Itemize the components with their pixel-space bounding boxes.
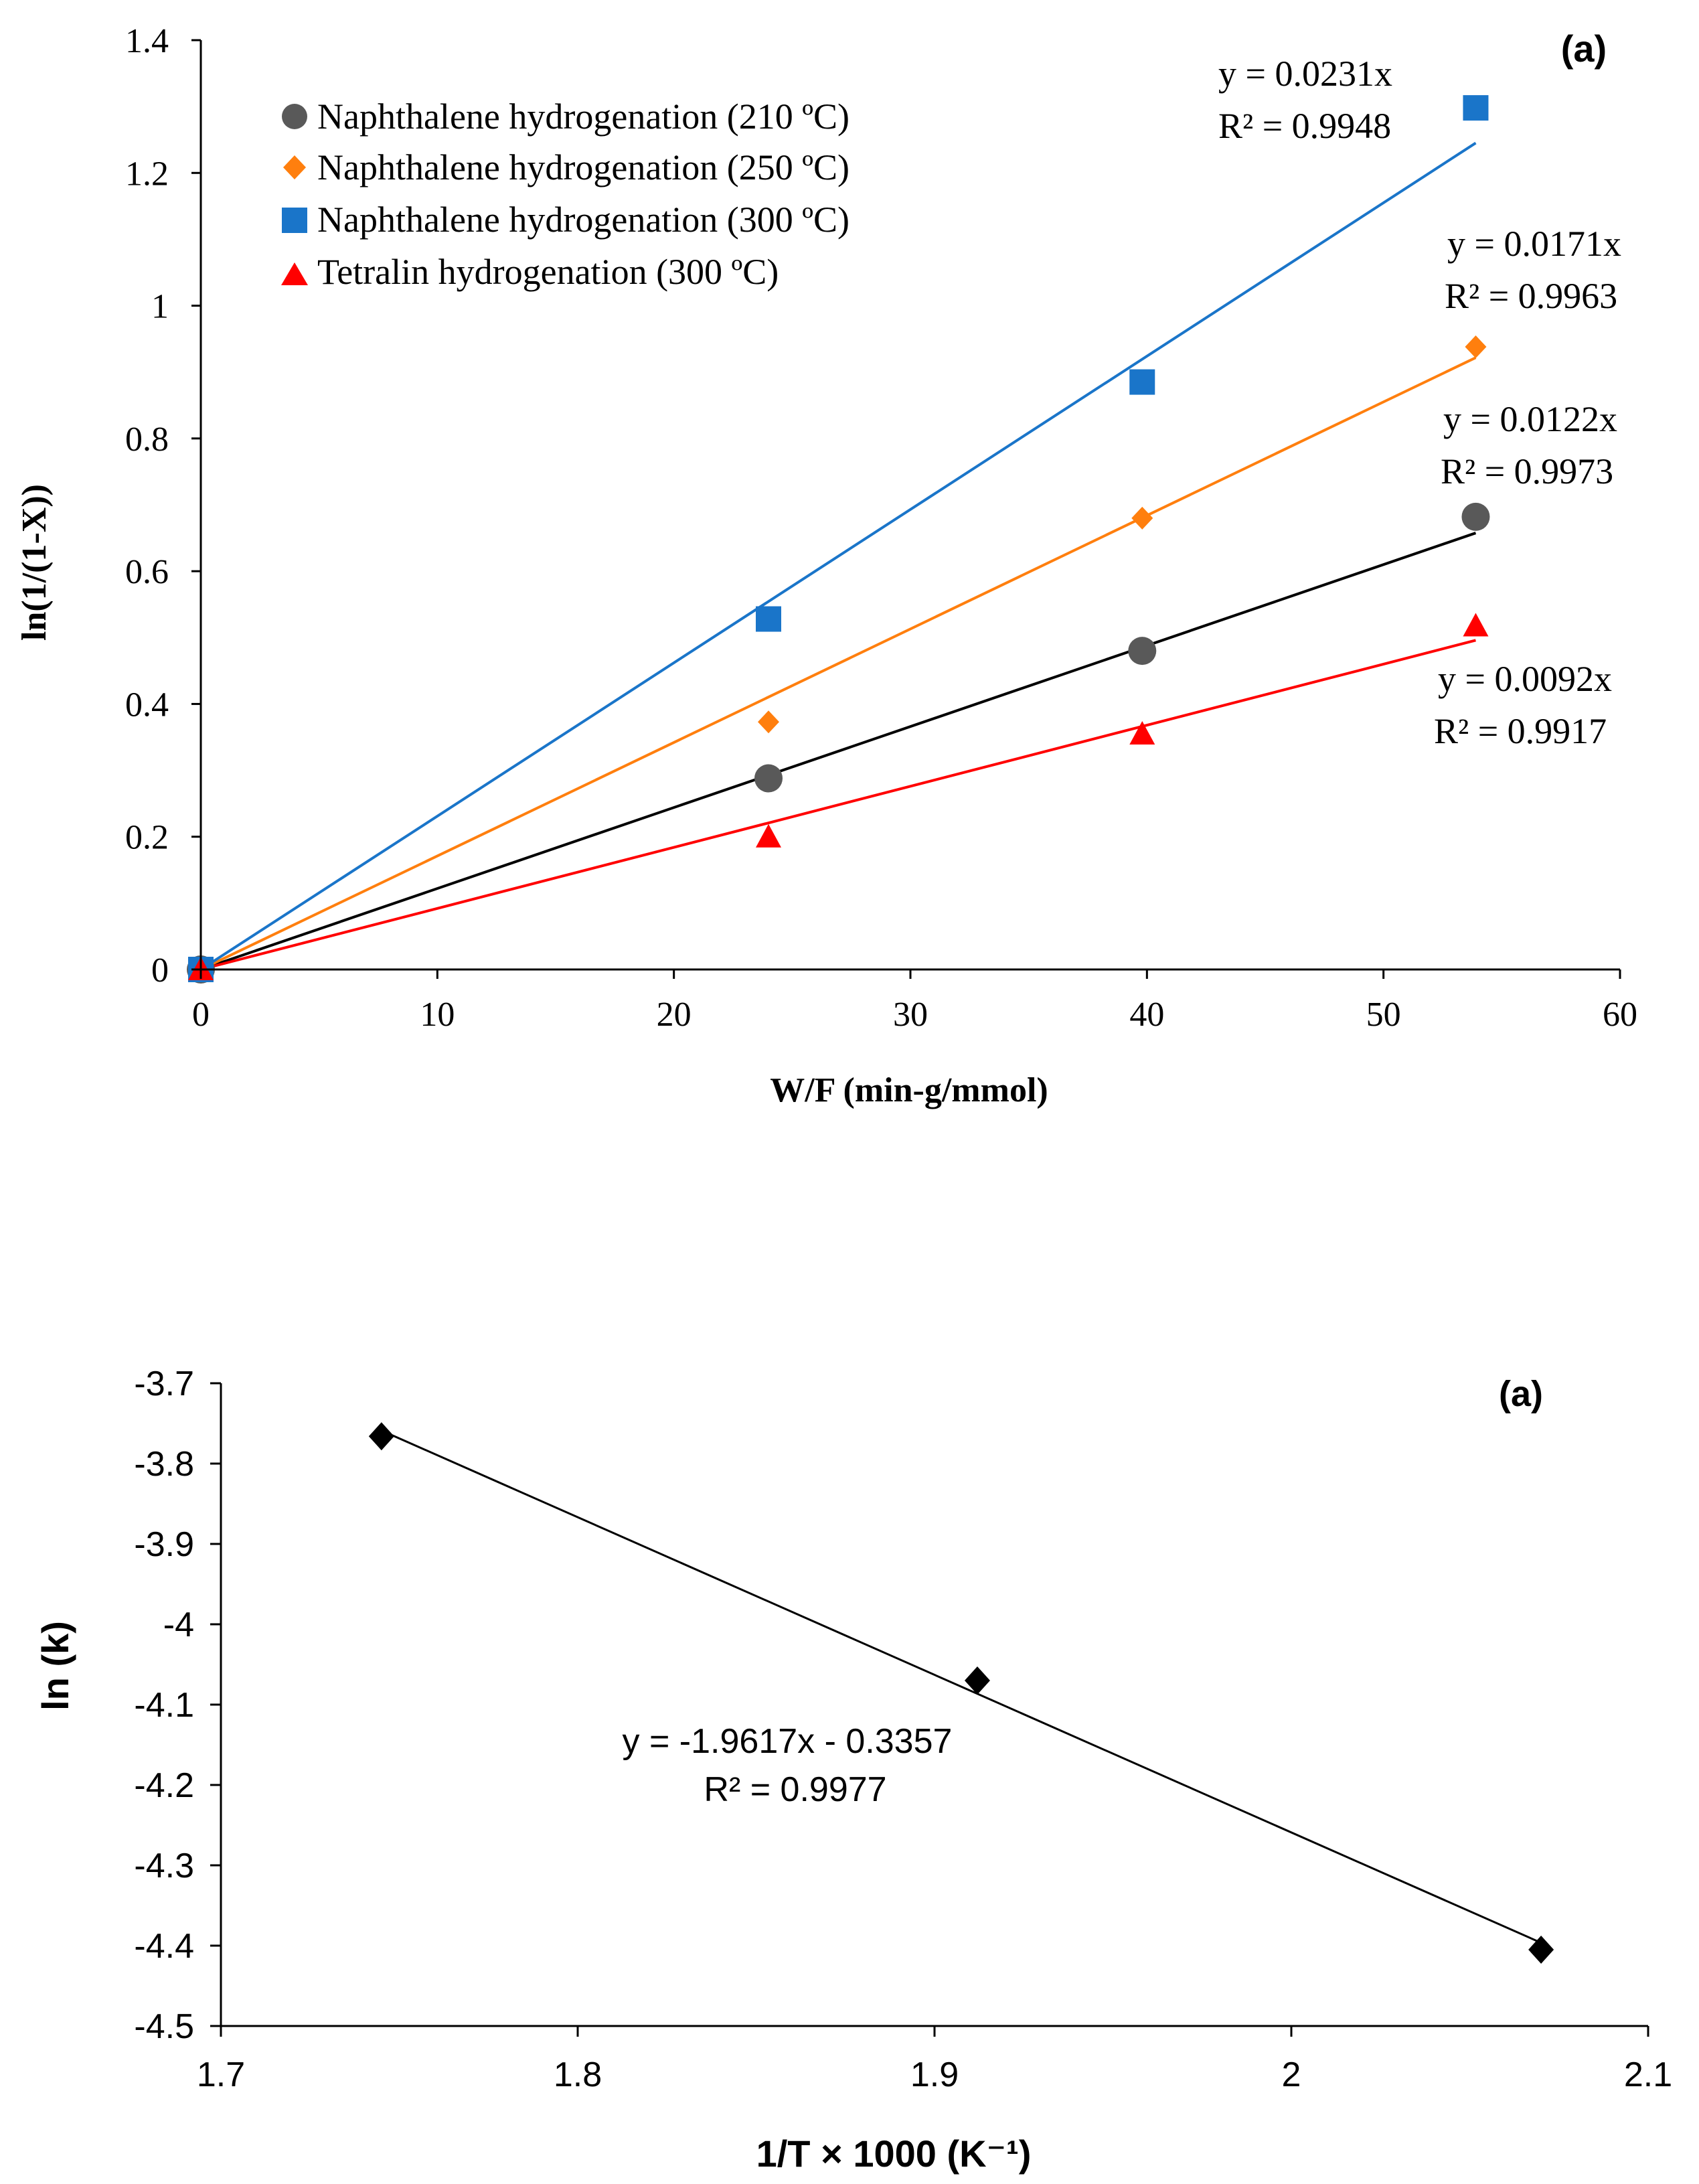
equation-label-210C: y = 0.0122x R² = 0.9973: [1441, 399, 1617, 491]
top-x-tick-label: 10: [420, 996, 455, 1034]
legend-marker-diamond: [283, 155, 306, 179]
equation-label-300C: y = 0.0231x R² = 0.9948: [1218, 54, 1392, 146]
r2-text: R² = 0.9963: [1445, 276, 1617, 316]
trendline: [200, 356, 1477, 971]
top-tick-labels: 0 0.2 0.4 0.6 0.8 1 1.2 1.4 0 10 20 30 40 50 60: [125, 22, 1637, 1034]
legend: Naphthalene hydrogenation (210 ºC) Napht…: [281, 96, 850, 292]
top-x-tick-label: 30: [893, 996, 928, 1034]
bottom-x-tick-label: 1.7: [197, 2055, 245, 2094]
data-point: [1463, 95, 1489, 121]
top-x-tick-label: 60: [1603, 996, 1637, 1034]
r2-text: R² = 0.9948: [1218, 106, 1391, 146]
equation-text: y = 0.0171x: [1447, 224, 1621, 264]
data-point: [756, 824, 781, 848]
top-y-tick-label: 0: [151, 951, 169, 990]
legend-label: Naphthalene hydrogenation (210 ºC): [317, 96, 850, 137]
bottom-y-tick-label: -4.4: [134, 1927, 194, 1966]
data-point: [1129, 369, 1155, 395]
data-point: [1463, 613, 1489, 637]
data-point: [1129, 721, 1155, 745]
data-point: [756, 606, 781, 632]
bottom-y-tick-label: -4.3: [134, 1847, 194, 1885]
data-point: [1128, 637, 1157, 666]
top-y-tick-label: 0.8: [125, 420, 169, 459]
top-y-axis-label: ln(1/(1-X)): [15, 484, 54, 641]
trendline: [381, 1429, 1542, 1944]
bottom-y-tick-label: -3.8: [134, 1445, 194, 1484]
legend-marker-triangle: [281, 262, 308, 285]
top-x-tick-label: 20: [657, 996, 692, 1034]
legend-label: Naphthalene hydrogenation (300 ºC): [317, 200, 850, 240]
bottom-tick-labels: -3.7 -3.8 -3.9 -4 -4.1 -4.2 -4.3 -4.4 -4.51.7 1.8…: [134, 1364, 1672, 2094]
equation-text: y = 0.0231x: [1218, 54, 1392, 94]
trendline: [200, 639, 1476, 971]
legend-item-210C: Naphthalene hydrogenation (210 ºC): [282, 96, 850, 137]
bottom-y-tick-label: -4: [163, 1606, 194, 1644]
top-axes: [191, 39, 1621, 979]
top-y-tick-label: 1.4: [125, 22, 169, 60]
bottom-x-tick-label: 1.8: [554, 2055, 602, 2094]
bottom-markers: [368, 1422, 1554, 1964]
top-y-tick-label: 0.6: [125, 553, 169, 591]
r2-text: R² = 0.9973: [1441, 451, 1613, 491]
legend-item-250C: Naphthalene hydrogenation (250 ºC): [283, 147, 850, 187]
equation-label-250C: y = 0.0171x R² = 0.9963: [1445, 224, 1621, 316]
legend-label: Naphthalene hydrogenation (250 ºC): [317, 147, 850, 187]
top-y-tick-label: 0.4: [125, 686, 169, 724]
bottom-equation-label: y = -1.9617x - 0.3357 R² = 0.9977: [623, 1722, 953, 1809]
top-x-tick-label: 40: [1129, 996, 1164, 1034]
bottom-x-axis-label: 1/T × 1000 (K⁻¹): [756, 2132, 1032, 2175]
bottom-axes: [210, 1382, 1649, 2037]
legend-label: Tetralin hydrogenation (300 ºC): [317, 252, 779, 292]
data-point: [754, 764, 783, 793]
data-point: [1461, 502, 1490, 531]
r2-text: R² = 0.9977: [704, 1770, 886, 1809]
data-point: [758, 710, 779, 734]
bottom-x-tick-label: 2: [1282, 2055, 1301, 2094]
top-panel-label: (a): [1561, 27, 1607, 70]
data-point: [1131, 506, 1153, 530]
bottom-y-tick-label: -4.1: [134, 1686, 194, 1725]
equation-text: y = -1.9617x - 0.3357: [623, 1722, 953, 1761]
top-x-axis-label: W/F (min-g/mmol): [770, 1071, 1048, 1109]
bottom-trendline: [381, 1429, 1542, 1944]
top-y-tick-label: 1: [151, 288, 169, 326]
bottom-chart: -3.7 -3.8 -3.9 -4 -4.1 -4.2 -4.3 -4.4 -4.51.7 1.8…: [34, 1364, 1672, 2175]
equation-label-tetralin: y = 0.0092x R² = 0.9917: [1434, 659, 1612, 751]
equation-text: y = 0.0092x: [1438, 659, 1612, 699]
legend-item-300C: Naphthalene hydrogenation (300 ºC): [282, 200, 850, 240]
bottom-y-tick-label: -4.5: [134, 2007, 194, 2046]
data-point: [964, 1666, 990, 1695]
data-point: [1465, 335, 1487, 359]
bottom-y-tick-label: -4.2: [134, 1766, 194, 1805]
bottom-y-axis-label: ln (k): [34, 1621, 76, 1711]
bottom-panel-label: (a): [1499, 1374, 1543, 1414]
data-point: [368, 1422, 394, 1451]
top-trendlines: [199, 141, 1477, 971]
top-x-tick-label: 50: [1366, 996, 1401, 1034]
top-x-tick-label: 0: [192, 996, 210, 1034]
legend-marker-square: [282, 208, 307, 233]
bottom-y-tick-label: -3.7: [134, 1364, 194, 1403]
legend-marker-circle: [282, 104, 307, 129]
bottom-x-tick-label: 1.9: [910, 2055, 959, 2094]
legend-item-tetralin: Tetralin hydrogenation (300 ºC): [281, 252, 779, 292]
bottom-y-tick-label: -3.9: [134, 1525, 194, 1564]
r2-text: R² = 0.9917: [1434, 711, 1607, 751]
equation-text: y = 0.0122x: [1443, 399, 1617, 439]
trendline: [199, 141, 1477, 971]
top-chart: 0 0.2 0.4 0.6 0.8 1 1.2 1.4 0 10 20 30 40 50 60 ln(1/(…: [15, 22, 1637, 1109]
bottom-x-tick-label: 2.1: [1624, 2055, 1672, 2094]
trendline: [200, 532, 1477, 971]
data-point: [1528, 1936, 1554, 1964]
top-y-tick-label: 1.2: [125, 155, 169, 193]
top-markers: [187, 95, 1490, 984]
top-y-tick-label: 0.2: [125, 819, 169, 857]
